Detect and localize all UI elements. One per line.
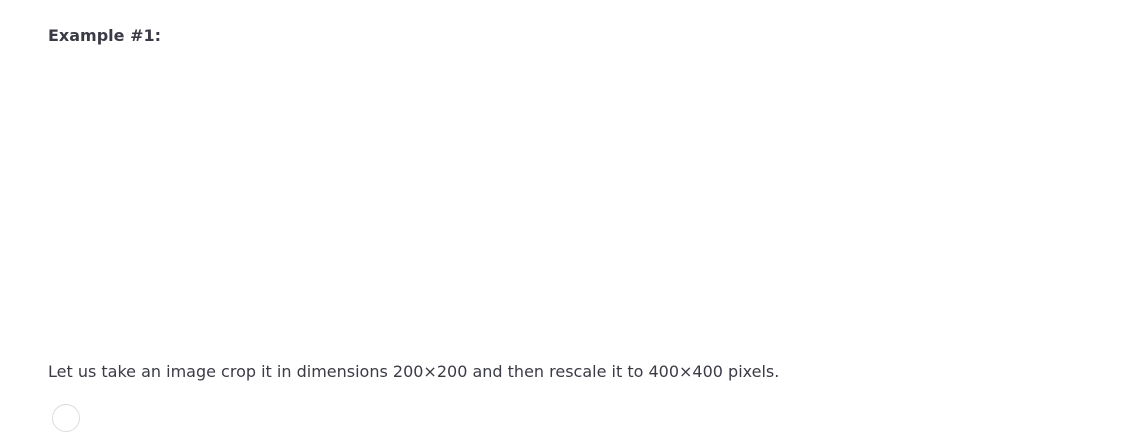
circle-icon — [52, 404, 80, 432]
example-image-area — [48, 60, 1088, 345]
example-heading: Example #1: — [48, 26, 162, 45]
article-content: Example #1: Let us take an image crop it… — [48, 0, 1108, 432]
example-description: Let us take an image crop it in dimensio… — [48, 362, 780, 381]
